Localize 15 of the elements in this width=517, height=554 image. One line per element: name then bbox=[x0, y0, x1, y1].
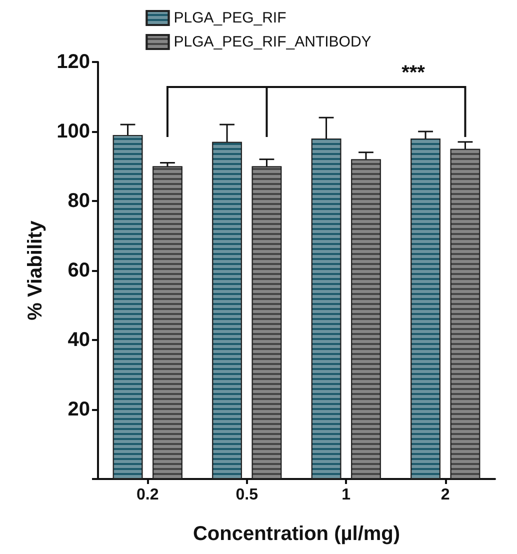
x-axis-title: Concentration (µl/mg) bbox=[192, 523, 400, 545]
x-tick-label: 2 bbox=[440, 486, 450, 504]
x-tick-label: 0.5 bbox=[236, 486, 258, 504]
legend-label: PLGA_PEG_RIF bbox=[174, 10, 286, 26]
y-tick-label: 80 bbox=[68, 190, 90, 212]
y-tick-label: 60 bbox=[68, 260, 90, 282]
x-tick-label: 0.2 bbox=[136, 486, 159, 504]
legend-label: PLGA_PEG_RIF_ANTIBODY bbox=[174, 34, 372, 50]
y-axis-title: % Viability bbox=[24, 220, 47, 320]
x-tick-label: 1 bbox=[342, 486, 351, 504]
y-tick-label: 120 bbox=[56, 51, 90, 73]
y-tick-label: 20 bbox=[68, 398, 90, 420]
y-tick-label: 100 bbox=[56, 120, 90, 142]
annotation: *** bbox=[402, 62, 426, 84]
y-tick-label: 40 bbox=[68, 329, 90, 351]
